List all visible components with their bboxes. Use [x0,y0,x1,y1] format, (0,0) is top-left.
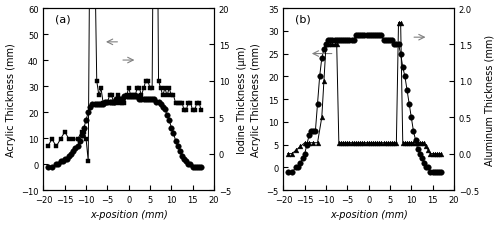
Y-axis label: Iodine Thickness (μm): Iodine Thickness (μm) [236,46,246,153]
X-axis label: x-position (mm): x-position (mm) [90,209,168,219]
X-axis label: x-position (mm): x-position (mm) [330,209,407,219]
Text: (a): (a) [56,14,71,24]
Text: (b): (b) [296,14,311,24]
Y-axis label: Aluminum Thickness (mm): Aluminum Thickness (mm) [484,34,494,165]
Y-axis label: Acrylic Thickness (mm): Acrylic Thickness (mm) [251,43,261,156]
Y-axis label: Acrylic Thickness (mm): Acrylic Thickness (mm) [6,43,16,156]
